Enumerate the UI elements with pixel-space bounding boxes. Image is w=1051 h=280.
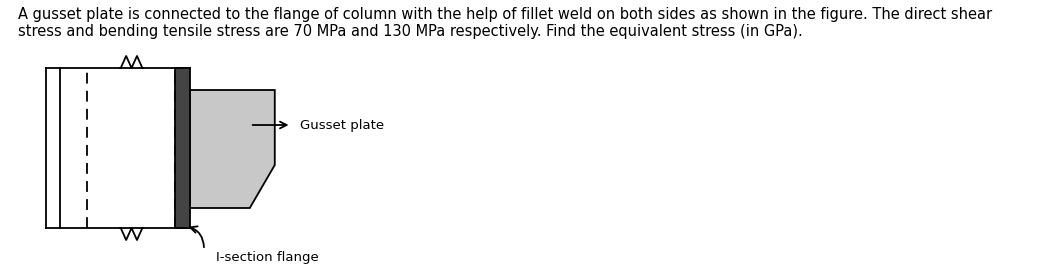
Text: Gusset plate: Gusset plate (300, 118, 384, 132)
Bar (174, 68, 190, 228)
Polygon shape (190, 90, 274, 208)
Text: I-section flange: I-section flange (217, 251, 320, 265)
Text: A gusset plate is connected to the flange of column with the help of fillet weld: A gusset plate is connected to the flang… (18, 7, 992, 39)
